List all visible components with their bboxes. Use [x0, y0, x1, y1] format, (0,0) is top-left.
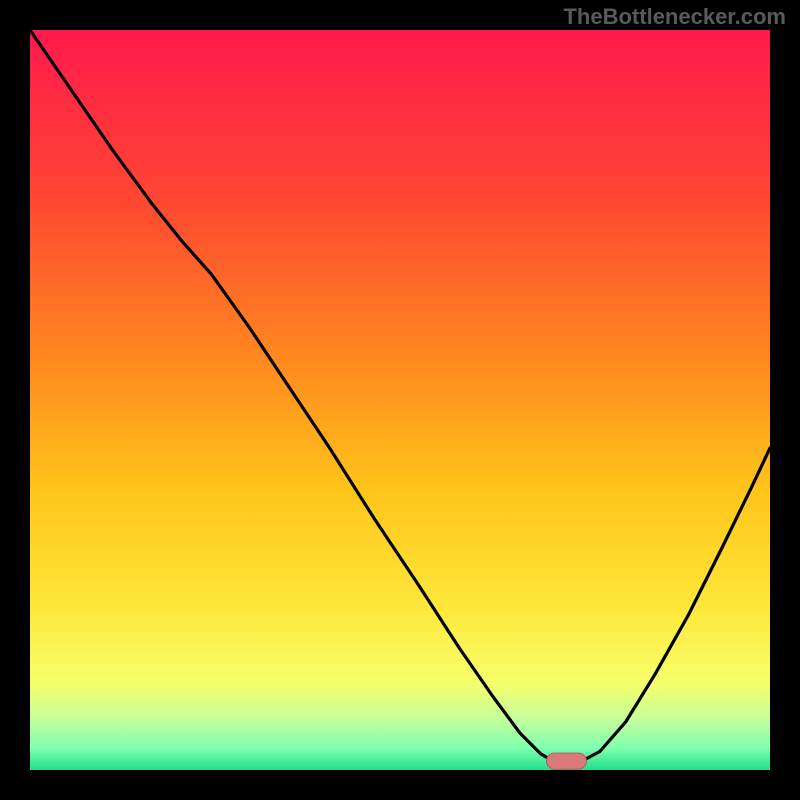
chart-svg: [0, 0, 800, 800]
gradient-background: [30, 30, 770, 770]
optimal-marker: [547, 753, 587, 769]
chart-container: TheBottlenecker.com: [0, 0, 800, 800]
watermark-text: TheBottlenecker.com: [563, 4, 786, 30]
